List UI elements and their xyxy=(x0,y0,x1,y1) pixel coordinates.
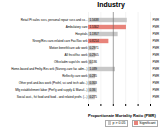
svg-text:PMR: PMR xyxy=(153,46,161,50)
svg-text:PMR: PMR xyxy=(153,95,161,99)
svg-text:Hospitals: Hospitals xyxy=(75,32,88,36)
svg-text:PMR: PMR xyxy=(153,60,161,64)
svg-text:PMR: PMR xyxy=(153,88,161,92)
svg-text:PMR: PMR xyxy=(153,53,161,57)
svg-text:0: 0 xyxy=(88,113,90,114)
svg-text:0.2971: 0.2971 xyxy=(90,46,100,50)
svg-text:PMR: PMR xyxy=(153,81,161,85)
svg-text:1.5638: 1.5638 xyxy=(90,18,100,22)
svg-text:0.2905: 0.2905 xyxy=(90,53,100,57)
svg-text:Ambulatory care: Ambulatory care xyxy=(66,25,88,29)
svg-text:Reflectly care work: Reflectly care work xyxy=(62,74,88,78)
svg-text:0.5: 0.5 xyxy=(98,113,103,114)
svg-text:PMR: PMR xyxy=(153,32,161,36)
svg-text:0.8214: 0.8214 xyxy=(90,39,100,43)
svg-text:0.186: 0.186 xyxy=(90,60,98,64)
svg-text:All fncst/fisc work: All fncst/fisc work xyxy=(64,53,88,57)
svg-text:PMR: PMR xyxy=(153,74,161,78)
svg-text:1.5302: 1.5302 xyxy=(90,25,100,29)
svg-text:1.0: 1.0 xyxy=(111,113,116,114)
svg-text:Social asst., fst food and foo: Social asst., fst food and food - and re… xyxy=(17,95,88,99)
svg-text:Other prof-and-bus work (Profn: Other prof-and-bus work (Profnl, sci and… xyxy=(19,81,88,85)
svg-text:0.275: 0.275 xyxy=(90,95,98,99)
svg-text:Home-based and Fmlty-Res wrk (: Home-based and Fmlty-Res wrk (Nursng-car… xyxy=(11,67,87,71)
svg-text:Offce/adm supv/clrc work: Offce/adm supv/clrc work xyxy=(54,60,88,64)
svg-text:1.5: 1.5 xyxy=(123,113,128,114)
svg-text:1.089: 1.089 xyxy=(90,67,98,71)
svg-text:Retail Pt sales svcs, personal: Retail Pt sales svcs, personal repair sv… xyxy=(21,18,88,22)
svg-text:PMR: PMR xyxy=(153,39,161,43)
svg-text:1.1957: 1.1957 xyxy=(90,32,100,36)
svg-text:2.0: 2.0 xyxy=(136,113,141,114)
svg-text:2.5: 2.5 xyxy=(148,113,153,114)
svg-text:0.303: 0.303 xyxy=(90,81,98,85)
svg-text:PMR: PMR xyxy=(153,18,161,22)
svg-text:Nrsng/Res care-related care Fa: Nrsng/Res care-related care Fac/Soc wrk xyxy=(32,39,88,43)
svg-text:0.36: 0.36 xyxy=(90,88,96,92)
svg-text:PMR: PMR xyxy=(153,25,161,29)
svg-text:Motion benefit/care adv work: Motion benefit/care adv work xyxy=(49,46,88,50)
svg-text:Mfg establishment labor (Perf': Mfg establishment labor (Perf'g and supp… xyxy=(15,88,87,92)
svg-text:0.285: 0.285 xyxy=(90,74,98,78)
svg-text:PMR: PMR xyxy=(153,67,161,71)
